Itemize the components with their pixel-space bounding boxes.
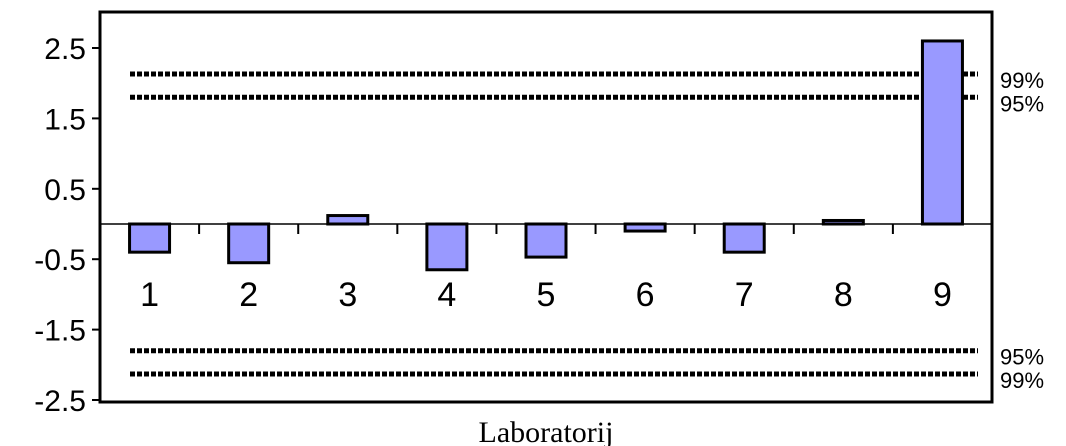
category-label: 3 [338, 276, 357, 314]
bar [920, 39, 964, 226]
reference-line-label: 95% [1000, 91, 1044, 116]
category-label: 5 [537, 276, 556, 314]
category-label: 9 [933, 276, 952, 314]
plot-frame [98, 10, 994, 404]
category-label: 2 [239, 276, 258, 314]
x-axis-label: Laboratorij [479, 416, 614, 446]
category-label: 7 [735, 276, 754, 314]
axes [92, 10, 994, 404]
y-tick-label: 2.5 [44, 33, 86, 66]
reference-line-label: 99% [1000, 68, 1044, 93]
bar [227, 222, 271, 265]
category-label: 4 [437, 276, 456, 314]
bar [623, 222, 667, 233]
category-label: 6 [636, 276, 655, 314]
category-label: 8 [834, 276, 853, 314]
y-tick-label: 1.5 [44, 103, 86, 136]
y-tick-label: -0.5 [34, 244, 86, 277]
bar [722, 222, 766, 254]
bar [128, 222, 172, 254]
reference-line-label: 99% [1000, 368, 1044, 393]
bar [524, 222, 568, 259]
y-tick-label: 0.5 [44, 174, 86, 207]
reference-line-label: 95% [1000, 345, 1044, 370]
bar [326, 214, 370, 226]
category-label: 1 [140, 276, 159, 314]
y-tick-label: -1.5 [34, 315, 86, 348]
labels: 99%95%95%99%1 2 3 4 5 6 7 8 92.51.50.5-0.5-1.5-2… [34, 33, 1044, 418]
bar [425, 222, 469, 272]
y-tick-label: -2.5 [34, 385, 86, 418]
reference-lines [130, 71, 978, 377]
